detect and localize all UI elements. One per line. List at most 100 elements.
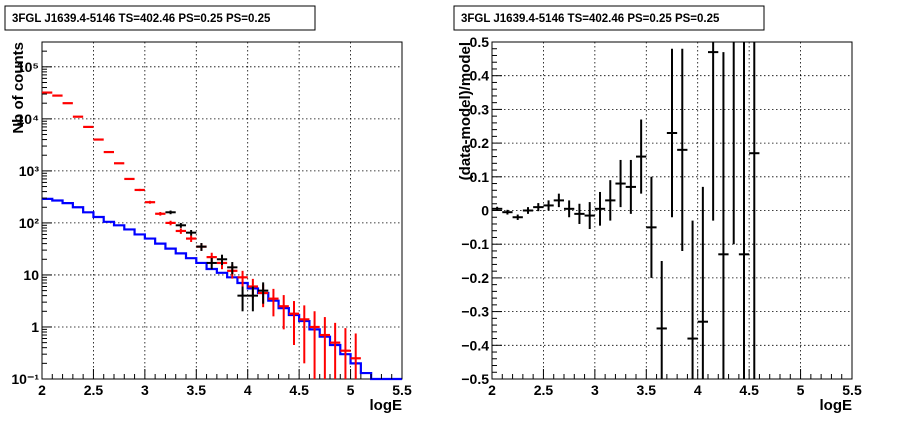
left-red-bin — [175, 228, 186, 234]
left-red-bin — [340, 328, 351, 379]
left-red-bin — [237, 270, 248, 287]
left-y-tick-label: 10² — [19, 215, 40, 231]
left-red-bin — [134, 188, 145, 192]
left-data-point — [165, 210, 176, 215]
right-residual-point — [553, 193, 564, 208]
right-x-ticks: 2 2.5 3 3.5 4 4.5 5 5.5 — [488, 369, 862, 398]
left-red-bin — [83, 125, 94, 129]
left-red-bin — [124, 177, 135, 181]
left-x-tick-label: 3.5 — [187, 382, 207, 398]
left-data-point — [247, 286, 258, 312]
right-residual-point — [533, 203, 544, 212]
left-chart-title: 3FGL J1639.4-5146 TS=402.46 PS=0.25 PS=0… — [12, 13, 271, 25]
right-y-ticks: −0.5 −0.4 −0.3 −0.2 −0.1 0 0.1 0.2 0.3 0.4 0.5 — [461, 34, 502, 387]
right-y-tick-label: 0.4 — [470, 68, 490, 84]
right-residual-point — [646, 176, 657, 278]
left-y-ticks: 10⁻¹ 1 10 10² 10³ 10⁴ 10⁵ — [11, 41, 52, 387]
left-model-step-line — [42, 197, 402, 381]
right-y-tick-label: −0.1 — [461, 236, 489, 252]
right-residual-point — [666, 48, 678, 218]
right-x-tick-label: 3 — [591, 382, 599, 398]
right-y-tick-label: −0.5 — [461, 371, 489, 387]
left-red-bin — [268, 288, 279, 317]
left-red-bin — [93, 138, 104, 141]
left-y-tick-label: 10⁻¹ — [11, 371, 39, 387]
left-data-point — [237, 286, 248, 312]
right-y-tick-label: 0.5 — [470, 34, 490, 50]
left-y-tick-label: 10³ — [19, 163, 40, 179]
right-residual-point — [543, 200, 554, 211]
left-data-point — [186, 230, 197, 236]
right-residual-point — [738, 42, 750, 379]
left-x-tick-label: 3 — [141, 382, 149, 398]
left-y-tick-label: 1 — [31, 319, 39, 335]
right-residual-point — [708, 42, 719, 221]
left-y-tick-label: 10⁵ — [17, 59, 39, 75]
left-red-bin — [186, 235, 197, 242]
left-panel: 2 2.5 3 3.5 4 4.5 5 5.5 10⁻¹ 1 10 10² 10³ 10⁴ 10⁵ 3FG… — [4, 5, 412, 414]
right-residual-point — [697, 186, 708, 379]
right-x-tick-label: 2 — [488, 382, 496, 398]
right-x-tick-label: 5 — [797, 382, 805, 398]
left-red-bin — [155, 212, 166, 216]
right-residual-point — [594, 191, 606, 226]
right-residual-point — [749, 42, 760, 379]
right-residual-point — [605, 180, 616, 221]
right-y-axis-label: (data-model)/model — [457, 42, 474, 180]
left-x-tick-label: 5 — [347, 382, 355, 398]
left-title-box — [4, 5, 316, 31]
right-title-box — [453, 5, 765, 31]
right-x-axis-label: logE — [820, 397, 853, 414]
right-y-tick-label: −0.3 — [461, 304, 489, 320]
left-red-bin — [114, 162, 125, 165]
left-y-tick-label: 10⁴ — [17, 111, 40, 127]
right-y-tick-label: −0.2 — [461, 270, 489, 286]
right-residual-point — [636, 119, 647, 194]
left-red-bin — [144, 200, 156, 204]
left-red-bin — [165, 220, 176, 226]
right-residual-point — [564, 200, 575, 218]
left-red-bin — [319, 317, 330, 379]
left-data-point — [196, 243, 207, 251]
left-red-bin — [288, 301, 300, 346]
left-red-bin — [103, 150, 114, 154]
left-y-axis-label: Nb of counts — [10, 42, 27, 134]
left-data-point — [227, 262, 238, 275]
right-y-tick-label: 0 — [481, 203, 489, 219]
right-y-tick-label: 0.2 — [470, 135, 490, 151]
left-red-bin — [309, 311, 320, 379]
right-panel: 2 2.5 3 3.5 4 4.5 5 5.5 −0.5 −0.4 −0.3 −0.2 −0.1 0 0.… — [453, 5, 862, 414]
left-plot-frame — [41, 41, 403, 380]
right-y-tick-label: 0.3 — [470, 101, 490, 117]
right-x-tick-label: 4.5 — [739, 382, 759, 398]
left-red-bin — [350, 333, 361, 379]
right-residual-point — [677, 48, 688, 251]
right-residual-point — [625, 159, 636, 214]
right-plot-area: 2 2.5 3 3.5 4 4.5 5 5.5 −0.5 −0.4 −0.3 −0.2 −0.1 0 0.… — [461, 34, 862, 398]
left-red-bin — [299, 305, 310, 364]
right-x-tick-label: 2.5 — [534, 382, 554, 398]
right-residual-point — [584, 202, 595, 230]
right-residual-point — [687, 220, 698, 379]
right-chart-title: 3FGL J1639.4-5146 TS=402.46 PS=0.25 PS=0… — [461, 13, 720, 25]
left-series-group — [42, 91, 402, 381]
left-data-point — [216, 254, 228, 266]
right-x-tick-label: 3.5 — [637, 382, 657, 398]
right-series-group — [492, 42, 760, 379]
left-data-point — [206, 258, 217, 270]
left-data-point — [258, 282, 269, 304]
right-residual-point — [512, 214, 523, 220]
left-x-ticks: 2 2.5 3 3.5 4 4.5 5 5.5 — [38, 369, 412, 398]
left-x-tick-label: 2.5 — [84, 382, 104, 398]
left-grid — [42, 42, 402, 379]
right-y-tick-label: 0.1 — [470, 169, 490, 185]
left-red-bin — [278, 295, 289, 330]
left-red-bin — [330, 322, 341, 379]
left-x-tick-label: 4 — [244, 382, 252, 398]
left-x-axis-label: logE — [370, 397, 403, 414]
right-residual-point — [718, 52, 729, 379]
left-y-tick-label: 10 — [23, 267, 39, 283]
right-residual-point — [574, 203, 585, 224]
left-plot-area: 2 2.5 3 3.5 4 4.5 5 5.5 10⁻¹ 1 10 10² 10³ 10⁴ 10⁵ — [11, 41, 412, 398]
